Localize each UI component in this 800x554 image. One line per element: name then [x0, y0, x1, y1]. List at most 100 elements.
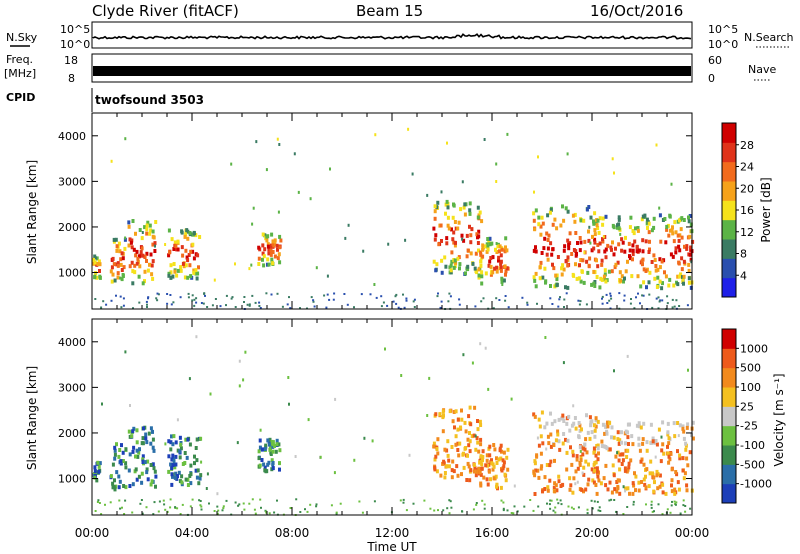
data-cell — [623, 249, 627, 254]
data-cell — [271, 261, 275, 266]
data-cell — [148, 231, 152, 236]
data-cell — [97, 469, 101, 474]
data-cell — [434, 268, 438, 273]
data-cell — [294, 455, 297, 458]
data-cell — [167, 253, 171, 258]
data-cell — [222, 505, 225, 508]
data-cell — [506, 447, 510, 452]
data-cell — [489, 256, 493, 260]
data-cell — [661, 490, 665, 495]
data-cell — [479, 454, 483, 459]
data-cell — [603, 272, 607, 277]
data-cell — [130, 238, 134, 243]
data-cell — [681, 456, 685, 461]
data-cell — [604, 214, 608, 219]
data-cell — [648, 471, 652, 476]
data-cell — [505, 248, 509, 253]
data-cell — [255, 140, 258, 144]
data-cell — [197, 265, 200, 270]
data-cell — [141, 459, 145, 464]
data-cell — [553, 489, 557, 494]
data-cell — [476, 215, 480, 220]
data-cell — [556, 429, 560, 434]
data-cell — [603, 431, 607, 436]
data-cell — [637, 442, 641, 447]
data-cell — [453, 258, 457, 263]
data-cell — [480, 462, 484, 467]
data-cell — [640, 217, 644, 222]
data-cell — [545, 421, 549, 426]
data-cell — [200, 508, 203, 511]
data-cell — [196, 253, 200, 258]
data-cell — [192, 268, 196, 273]
data-cell — [587, 205, 591, 209]
data-cell — [623, 299, 626, 302]
data-cell — [600, 444, 604, 448]
data-cell — [266, 244, 270, 249]
data-cell — [555, 226, 559, 231]
data-cell — [502, 460, 506, 465]
time-axis-label: Time UT — [366, 540, 417, 554]
data-cell — [553, 481, 557, 486]
data-cell — [491, 270, 495, 275]
data-cell — [267, 442, 271, 447]
data-cell — [480, 274, 484, 279]
data-cell — [141, 281, 145, 286]
data-cell — [505, 455, 509, 460]
data-cell — [566, 438, 570, 443]
data-cell — [137, 474, 141, 479]
data-cell — [549, 297, 552, 300]
data-cell — [503, 264, 507, 269]
nsearch-tick-bottom: 10^0 — [708, 38, 738, 51]
data-cell — [113, 448, 117, 453]
data-cell — [456, 256, 460, 261]
data-cell — [432, 444, 436, 449]
data-cell — [604, 424, 608, 429]
data-cell — [122, 484, 126, 488]
data-cell — [191, 498, 194, 501]
data-cell — [632, 503, 635, 506]
data-cell — [685, 244, 689, 249]
data-cell — [265, 469, 269, 474]
data-cell — [130, 434, 134, 439]
data-cell — [650, 506, 653, 509]
data-cell — [152, 513, 155, 516]
data-cell — [676, 274, 680, 279]
data-cell — [616, 260, 620, 265]
data-cell — [663, 270, 666, 275]
data-cell — [145, 251, 149, 256]
data-cell — [172, 301, 175, 304]
data-cell — [596, 443, 600, 448]
data-cell — [446, 507, 449, 510]
data-cell — [644, 239, 648, 244]
data-cell — [504, 295, 507, 297]
data-cell — [444, 202, 448, 207]
data-cell — [479, 437, 483, 442]
data-cell — [135, 440, 139, 445]
data-cell — [588, 415, 592, 420]
data-cell — [501, 283, 504, 286]
data-cell — [539, 466, 543, 471]
data-cell — [437, 509, 439, 512]
data-cell — [180, 230, 184, 235]
data-cell — [647, 230, 651, 235]
data-cell — [139, 502, 142, 505]
data-cell — [188, 231, 192, 235]
data-cell — [258, 445, 262, 450]
data-cell — [436, 437, 440, 442]
data-cell — [601, 302, 604, 305]
data-cell — [153, 241, 157, 246]
data-cell — [563, 244, 567, 249]
data-cell — [127, 224, 131, 229]
data-cell — [689, 507, 692, 510]
data-cell — [464, 429, 468, 434]
data-cell — [543, 236, 547, 241]
data-cell — [200, 302, 203, 304]
data-cell — [613, 487, 617, 492]
data-cell — [537, 222, 541, 227]
data-cell — [119, 295, 122, 298]
data-cell — [554, 273, 558, 278]
data-cell — [602, 235, 605, 239]
data-cell — [476, 205, 480, 210]
data-cell — [562, 248, 566, 253]
